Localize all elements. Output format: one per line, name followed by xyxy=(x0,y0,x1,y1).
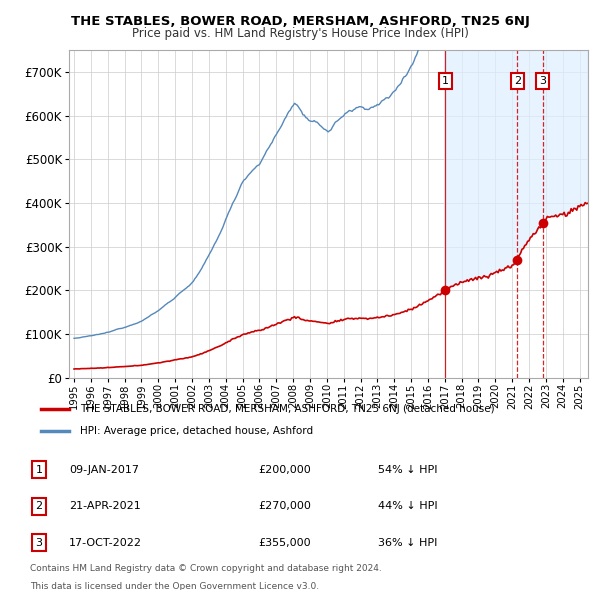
Text: 21-APR-2021: 21-APR-2021 xyxy=(69,502,141,511)
Text: 2: 2 xyxy=(35,502,43,511)
Text: £270,000: £270,000 xyxy=(258,502,311,511)
Text: This data is licensed under the Open Government Licence v3.0.: This data is licensed under the Open Gov… xyxy=(30,582,319,590)
Text: 17-OCT-2022: 17-OCT-2022 xyxy=(69,538,142,548)
Text: 3: 3 xyxy=(35,538,43,548)
Text: HPI: Average price, detached house, Ashford: HPI: Average price, detached house, Ashf… xyxy=(80,427,313,437)
Text: 1: 1 xyxy=(442,76,449,86)
Text: THE STABLES, BOWER ROAD, MERSHAM, ASHFORD, TN25 6NJ: THE STABLES, BOWER ROAD, MERSHAM, ASHFOR… xyxy=(71,15,529,28)
Text: 36% ↓ HPI: 36% ↓ HPI xyxy=(378,538,437,548)
Text: Price paid vs. HM Land Registry's House Price Index (HPI): Price paid vs. HM Land Registry's House … xyxy=(131,27,469,40)
Text: £355,000: £355,000 xyxy=(258,538,311,548)
Text: 1: 1 xyxy=(35,465,43,474)
Text: 09-JAN-2017: 09-JAN-2017 xyxy=(69,465,139,474)
Text: THE STABLES, BOWER ROAD, MERSHAM, ASHFORD, TN25 6NJ (detached house): THE STABLES, BOWER ROAD, MERSHAM, ASHFOR… xyxy=(80,404,494,414)
Text: 54% ↓ HPI: 54% ↓ HPI xyxy=(378,465,437,474)
Text: Contains HM Land Registry data © Crown copyright and database right 2024.: Contains HM Land Registry data © Crown c… xyxy=(30,564,382,573)
Text: 44% ↓ HPI: 44% ↓ HPI xyxy=(378,502,437,511)
Text: 3: 3 xyxy=(539,76,546,86)
Text: £200,000: £200,000 xyxy=(258,465,311,474)
Text: 2: 2 xyxy=(514,76,521,86)
